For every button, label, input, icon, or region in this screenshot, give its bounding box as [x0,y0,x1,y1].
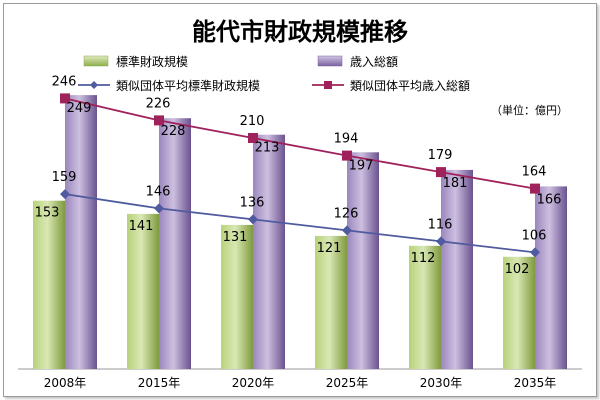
line-marker-similar-standard-scale [530,247,540,258]
legend-swatch-revenue-total [317,55,343,67]
legend-marker-similar-revenue-total [324,81,332,89]
legend-label-similar-revenue-total: 類似団体平均歳入総額 [350,79,470,93]
line-value-label-series-3: 210 [240,114,265,129]
bar-value-label-standard-scale: 153 [35,206,60,221]
bar-value-label-revenue-total: 249 [67,101,92,116]
legend: 標準財政規模 歳入総額 類似団体平均標準財政規模 類似団体平均歳入総額 [78,54,470,93]
bar-value-label-standard-scale: 102 [505,262,530,277]
bar-standard-scale [221,224,253,369]
line-marker-similar-revenue-total [530,183,540,194]
bar-standard-scale [33,200,65,369]
bar-revenue-total [535,186,567,369]
line-value-label-series-3: 179 [428,148,453,163]
x-tick-label: 2030年 [420,376,463,390]
line-marker-similar-standard-scale [436,236,446,247]
x-tick-label: 2015年 [138,376,181,390]
line-marker-similar-revenue-total [154,115,164,126]
line-value-label-series-2: 136 [240,195,265,210]
bar-value-label-standard-scale: 112 [411,251,436,266]
line-marker-similar-revenue-total [342,150,352,161]
line-value-label-series-2: 126 [334,206,359,221]
line-value-label-series-3: 164 [522,165,547,180]
line-marker-similar-revenue-total [248,133,258,143]
x-tick-label: 2035年 [514,376,557,390]
bar-standard-scale [127,213,159,369]
x-tick-label: 2025年 [326,376,369,390]
bar-value-label-standard-scale: 141 [129,219,154,234]
bar-value-label-revenue-total: 228 [161,124,186,139]
line-value-label-series-2: 116 [428,217,453,232]
line-value-label-series-3: 194 [334,132,359,147]
bar-value-label-revenue-total: 197 [349,158,374,173]
line-value-label-series-3: 226 [146,96,171,111]
bar-value-label-revenue-total: 166 [537,192,562,207]
line-value-label-series-3: 246 [52,74,77,89]
bar-standard-scale [315,235,347,369]
bar-revenue-total [441,169,473,369]
bar-value-label-standard-scale: 121 [317,241,342,256]
line-value-label-series-2: 159 [52,170,77,185]
bar-revenue-total [159,118,191,369]
unit-label: （単位：億円） [491,103,568,117]
bar-standard-scale [409,245,441,369]
line-marker-similar-standard-scale [154,203,164,214]
line-marker-similar-standard-scale [342,225,352,236]
x-tick-label: 2008年 [44,376,87,390]
line-value-label-series-2: 106 [522,228,547,243]
legend-label-revenue-total: 歳入総額 [350,55,398,69]
line-series-3 [64,97,536,190]
line-marker-similar-standard-scale [60,189,70,200]
line-marker-similar-revenue-total [60,93,70,104]
x-tick-label: 2020年 [232,376,275,390]
bar-value-label-standard-scale: 131 [223,230,248,245]
legend-swatch-standard-scale [83,55,109,67]
bar-value-label-revenue-total: 213 [255,141,280,156]
bar-revenue-total [253,134,285,369]
bar-value-label-revenue-total: 181 [443,176,468,191]
bar-revenue-total [65,95,97,369]
legend-marker-similar-standard-scale [90,81,98,89]
bar-revenue-total [347,152,379,369]
line-marker-similar-revenue-total [436,167,446,178]
line-value-label-series-2: 146 [146,184,171,199]
chart-title: 能代市財政規模推移 [192,18,408,46]
legend-label-similar-standard-scale: 類似団体平均標準財政規模 [116,78,260,93]
bar-standard-scale [503,256,535,369]
line-series-2 [64,193,536,254]
line-marker-similar-standard-scale [248,214,258,225]
legend-label-standard-scale: 標準財政規模 [116,54,188,69]
